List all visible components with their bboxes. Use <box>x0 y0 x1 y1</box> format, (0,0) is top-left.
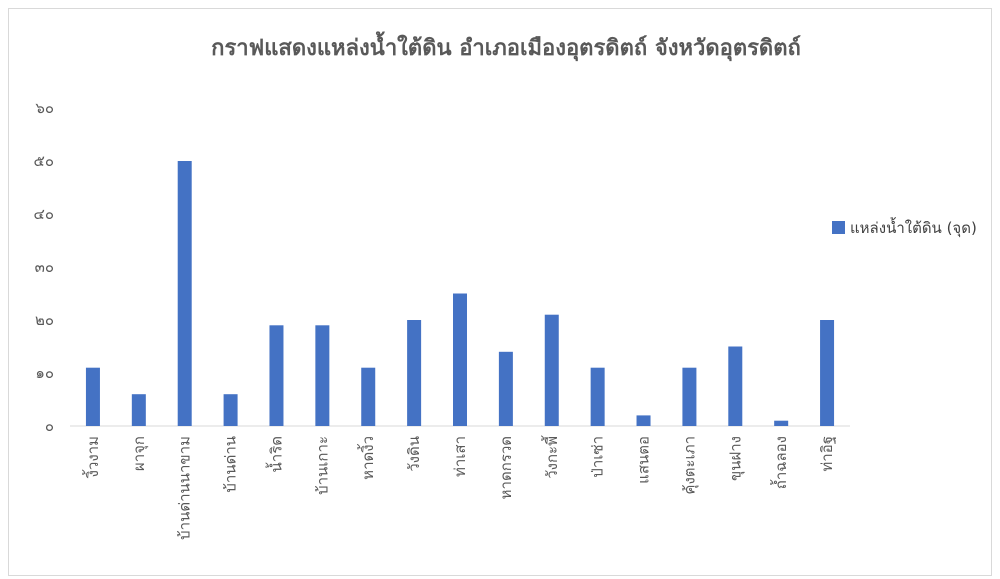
bar <box>590 367 605 426</box>
x-tick-label: คุ้งตะเภา <box>680 436 699 495</box>
y-axis: ๐ ๑๐ ๒๐ ๓๐ ๔๐ ๕๐ ๖๐ <box>33 99 850 435</box>
x-tick-label: น้ำริด <box>265 436 285 472</box>
legend-swatch <box>832 221 845 234</box>
x-tick-label: ท่าอิฐ <box>818 436 836 472</box>
x-tick-label: ถ้ำฉลอง <box>770 436 790 489</box>
y-tick-label: ๑๐ <box>35 364 54 382</box>
x-tick-label: แสนตอ <box>635 436 653 484</box>
x-tick-label: วังดิน <box>405 436 423 472</box>
x-axis: งิ้วงาม ผาจุก บ้านด่านนาขาม บ้านด่าน น้ำริด บ… <box>82 435 836 540</box>
x-tick-label: บ้านเกาะ <box>313 436 331 495</box>
bar <box>177 161 192 426</box>
bar <box>636 415 651 426</box>
legend: แหล่งน้ำใต้ดิน (จุด) <box>832 217 977 238</box>
y-tick-label: ๕๐ <box>33 152 54 170</box>
x-tick-label: บ้านด่านนาขาม <box>176 436 194 540</box>
x-tick-label: หาดงิ้ว <box>357 436 377 480</box>
x-tick-label: ขุนฝาง <box>726 436 745 481</box>
bar <box>728 346 743 426</box>
bar <box>544 314 559 426</box>
x-tick-label: ผาจุก <box>130 436 149 471</box>
bar <box>131 394 146 426</box>
bar <box>774 420 789 426</box>
bar <box>453 293 467 426</box>
bar <box>820 320 835 426</box>
x-tick-label: หาดกรวด <box>497 436 515 499</box>
bar <box>361 367 376 426</box>
y-tick-label: ๒๐ <box>35 311 54 329</box>
chart-title: กราฟแสดงแหล่งน้ำใต้ดิน อำเภอเมืองอุตรดิต… <box>211 31 801 62</box>
plot-area <box>85 161 835 426</box>
legend-label: แหล่งน้ำใต้ดิน (จุด) <box>850 217 977 238</box>
x-tick-label: บ้านด่าน <box>222 436 240 493</box>
bar <box>407 320 422 426</box>
y-tick-label: ๔๐ <box>33 205 54 223</box>
chart-frame <box>8 8 992 576</box>
bar <box>269 325 284 426</box>
y-tick-label: ๐ <box>45 417 54 435</box>
bar <box>85 367 100 426</box>
x-tick-label: วังกะพี้ <box>541 435 561 479</box>
bar <box>498 351 513 426</box>
x-tick-label: ป่าเซ่า <box>589 436 607 478</box>
x-tick-label: งิ้วงาม <box>82 436 102 479</box>
bar <box>682 367 697 426</box>
x-tick-label: ท่าเสา <box>451 436 469 477</box>
y-tick-label: ๖๐ <box>35 99 54 117</box>
bar <box>223 394 238 426</box>
y-tick-label: ๓๐ <box>35 258 54 276</box>
bar <box>315 325 330 426</box>
